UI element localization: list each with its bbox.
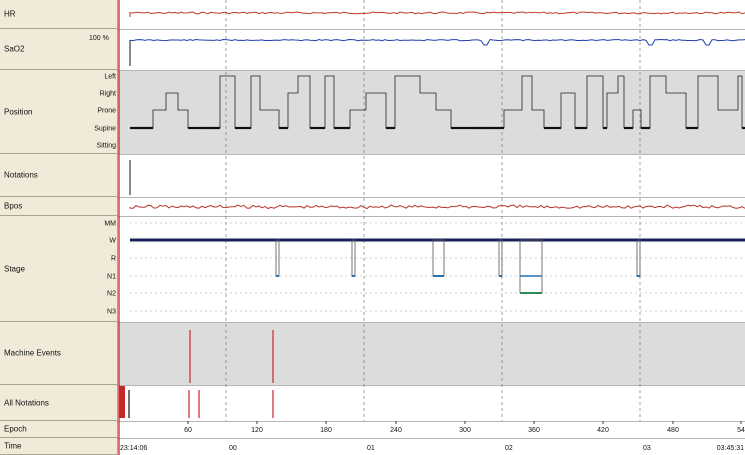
- position-trace-line: [130, 75, 745, 129]
- sao2-trace: [129, 38, 745, 66]
- stage-hypnogram: [130, 238, 745, 294]
- row-label-bpos[interactable]: Bpos: [0, 197, 118, 216]
- epoch-label: Epoch: [4, 424, 27, 434]
- position-level-label: Right: [100, 91, 116, 98]
- stage-dip: [636, 239, 641, 277]
- stage-level-label: MM: [104, 221, 116, 228]
- time-axis: 23:14:06 00 01 02 03 03:45:31: [120, 445, 744, 452]
- epoch-tick-label: 120: [251, 427, 263, 434]
- notations-label: Notations: [4, 170, 38, 180]
- position-band: [118, 70, 745, 154]
- all-notations-label: All Notations: [4, 398, 49, 407]
- hr-label: HR: [4, 9, 16, 19]
- stage-dip: [432, 239, 445, 277]
- stage-level-label: W: [109, 238, 116, 245]
- row-separator: [118, 438, 745, 439]
- position-level-label: Supine: [94, 126, 116, 133]
- row-label-position[interactable]: Position: [0, 70, 118, 154]
- epoch-tick-label: 54: [737, 427, 745, 434]
- bpos-label: Bpos: [4, 201, 23, 211]
- row-separator: [118, 216, 745, 217]
- bpos-trace-line: [129, 204, 745, 210]
- row-label-epoch[interactable]: Epoch: [0, 421, 118, 438]
- stage-level-labels: MM W R N1 N2 N3: [104, 221, 745, 316]
- position-level-label: Sitting: [97, 143, 117, 150]
- bpos-trace: [129, 204, 745, 210]
- time-tick-label: 00: [229, 445, 237, 452]
- notation-block: [119, 386, 125, 418]
- position-label: Position: [4, 107, 33, 116]
- time-tick-label: 03: [643, 445, 651, 452]
- epoch-tick-label: 180: [320, 427, 332, 434]
- time-tick-label: 01: [367, 445, 375, 452]
- sao2-trace-line: [129, 38, 745, 46]
- notation-markers: [119, 160, 274, 418]
- row-label-hr[interactable]: HR: [0, 0, 118, 29]
- row-label-all-notations[interactable]: All Notations: [0, 385, 118, 421]
- row-separator: [118, 385, 745, 386]
- epoch-tick-label: 360: [528, 427, 540, 434]
- time-label: Time: [4, 441, 22, 451]
- row-label-stage[interactable]: Stage: [0, 216, 118, 322]
- sao2-scale-label: 100 %: [89, 35, 109, 42]
- hr-trace: [129, 11, 745, 17]
- stage-label: Stage: [4, 264, 25, 273]
- machine-events-band: [118, 322, 745, 385]
- sao2-label: SaO2: [4, 44, 25, 54]
- stage-level-label: N1: [107, 274, 116, 281]
- position-level-label: Left: [104, 74, 116, 81]
- epoch-tick-label: 480: [667, 427, 679, 434]
- epoch-tick-label: 240: [390, 427, 402, 434]
- time-end-label: 03:45:31: [717, 445, 744, 452]
- row-label-sao2[interactable]: SaO2: [0, 29, 118, 70]
- time-gridlines: [225, 0, 641, 421]
- row-separator: [118, 322, 745, 323]
- epoch-axis: 60 120 180 240 300 360 420 480 54: [184, 421, 745, 434]
- row-separator: [118, 154, 745, 155]
- row-separator: [118, 197, 745, 198]
- row-separator: [118, 29, 745, 30]
- row-label-notations[interactable]: Notations: [0, 154, 118, 197]
- hr-trace-line: [129, 11, 745, 15]
- row-separator: [118, 70, 745, 71]
- row-label-machine-events[interactable]: Machine Events: [0, 322, 118, 385]
- stage-dip: [519, 239, 543, 294]
- position-trace: [130, 75, 745, 130]
- row-separator: [118, 421, 745, 422]
- stage-level-label: N2: [107, 291, 116, 298]
- position-level-labels: Left Right Prone Supine Sitting: [94, 74, 116, 150]
- time-start-label: 23:14:06: [120, 445, 147, 452]
- time-tick-label: 02: [505, 445, 513, 452]
- stage-level-label: R: [111, 256, 116, 263]
- stage-dip: [351, 239, 356, 277]
- machine-events-label: Machine Events: [4, 348, 61, 358]
- machine-event-markers: [189, 330, 274, 383]
- epoch-tick-label: 60: [184, 427, 192, 434]
- epoch-tick-label: 300: [459, 427, 471, 434]
- stage-level-label: N3: [107, 309, 116, 316]
- epoch-tick-label: 420: [597, 427, 609, 434]
- position-level-label: Prone: [97, 108, 116, 115]
